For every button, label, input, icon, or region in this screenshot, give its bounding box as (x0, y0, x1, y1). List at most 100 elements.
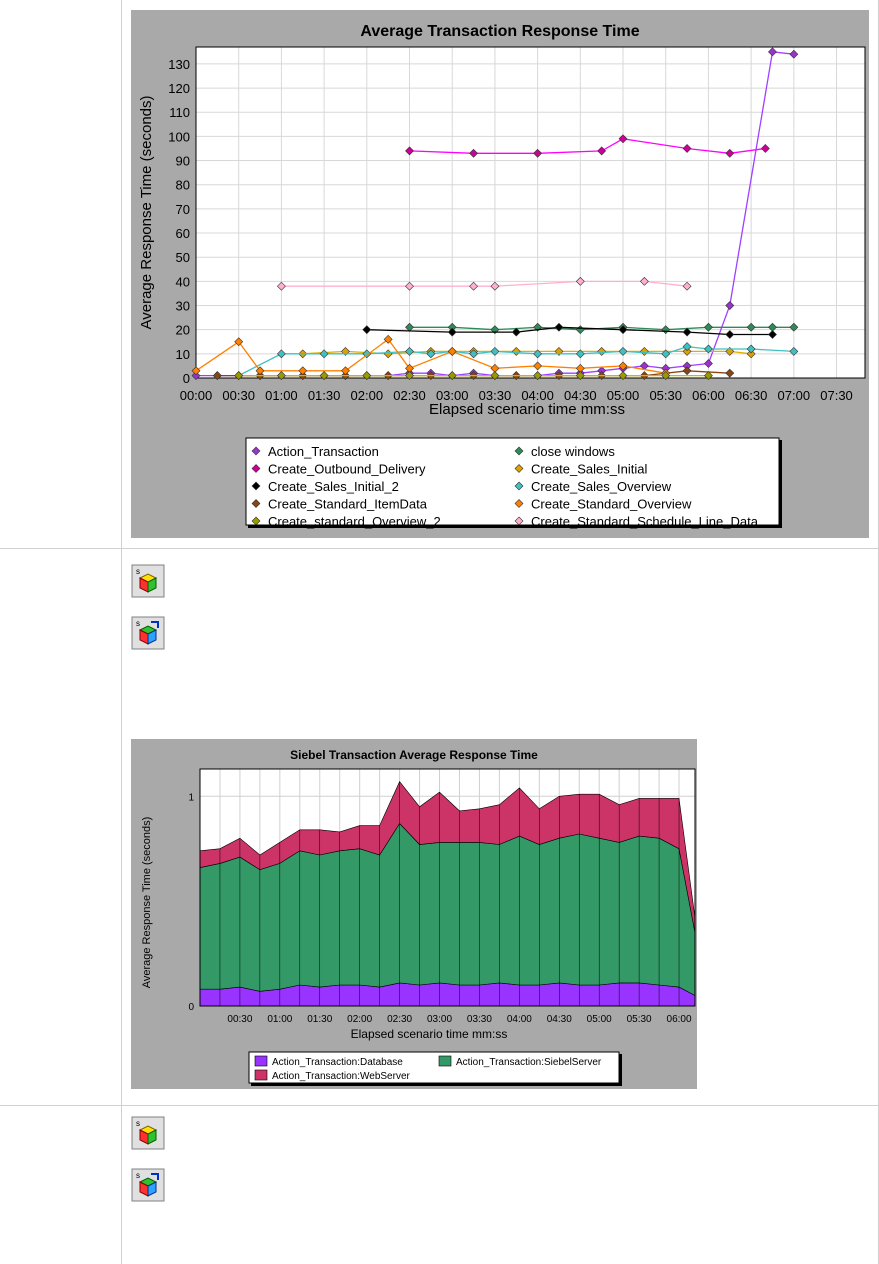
data-point (682, 281, 692, 291)
legend-box (248, 1051, 620, 1084)
data-point (319, 371, 329, 381)
data-point (618, 361, 628, 371)
data-point (469, 281, 478, 291)
legend: Action_Transaction close windows Create_Ou… (245, 437, 782, 529)
x-tick-label: 05:00 (587, 1014, 612, 1025)
data-point (191, 371, 201, 381)
legend-marker (251, 499, 261, 508)
data-point (682, 342, 692, 352)
legend-entry: Create_Outbound_Delivery (268, 462, 426, 477)
plot-border (195, 46, 866, 379)
y-tick-label: 10 (176, 347, 190, 362)
y-tick-label: 1 (188, 792, 194, 803)
data-point (405, 371, 414, 381)
legend-entry: Create_Standard_Overview (531, 497, 692, 512)
chart-title: Average Transaction Response Time (360, 23, 639, 40)
siebel-diagnostics-icon[interactable]: s (131, 1116, 165, 1150)
legend-marker (251, 464, 261, 473)
y-tick-label: 30 (176, 299, 190, 314)
y-tick-label: 50 (176, 250, 190, 265)
legend-entry: Action_Transaction:Database (272, 1057, 403, 1068)
svg-text:s: s (136, 1119, 140, 1128)
data-point (405, 346, 414, 356)
x-tick-label: 00:30 (227, 1014, 252, 1025)
data-point (383, 334, 393, 344)
x-tick-label: 04:30 (547, 1014, 572, 1025)
table-row-divider (0, 548, 879, 549)
chart2-svg: Siebel Transaction Average Response Time… (141, 748, 696, 1086)
chart-title: Siebel Transaction Average Response Time (290, 748, 538, 762)
x-tick-label: 07:00 (778, 388, 811, 403)
x-tick-label: 04:00 (507, 1014, 532, 1025)
data-point (639, 346, 649, 356)
legend-marker (251, 481, 261, 491)
data-point (234, 371, 244, 381)
data-point (490, 371, 500, 381)
data-point (682, 346, 692, 356)
data-point (704, 344, 713, 354)
data-point (682, 366, 692, 376)
x-tick-label: 05:00 (607, 388, 640, 403)
data-point (533, 349, 543, 359)
data-point (597, 346, 607, 356)
x-tick-label: 06:00 (692, 388, 725, 403)
x-tick-label: 01:30 (308, 388, 341, 403)
svg-text:s: s (136, 619, 140, 628)
data-point (704, 371, 713, 381)
x-tick-label: 04:30 (564, 388, 597, 403)
data-point (575, 349, 585, 359)
x-tick-label: 00:30 (222, 388, 255, 403)
data-point (511, 327, 521, 337)
data-point (725, 368, 735, 378)
y-tick-label: 130 (168, 57, 190, 72)
siebel-breakdown-icon[interactable]: s (131, 1168, 165, 1202)
siebel-transaction-average-response-time-chart: Siebel Transaction Average Response Time… (131, 739, 697, 1089)
data-point (362, 371, 372, 381)
x-axis-label: Elapsed scenario time mm:ss (429, 401, 625, 418)
data-point (469, 349, 478, 359)
data-point (319, 349, 329, 359)
data-point (597, 146, 607, 156)
data-point (682, 327, 692, 337)
y-tick-label: 120 (168, 81, 190, 96)
data-point (789, 49, 799, 59)
legend-marker (514, 499, 524, 508)
legend-entry: Create_Sales_Overview (531, 479, 672, 494)
y-tick-label: 80 (176, 178, 190, 193)
x-tick-label: 03:00 (427, 1014, 452, 1025)
y-axis-label: Average Response Time (seconds) (138, 95, 155, 329)
table-column-divider (121, 0, 122, 1264)
legend-entry: Create_Standard_Schedule_Line_Data (531, 514, 759, 529)
series-line (366, 326, 773, 336)
svg-text:s: s (136, 567, 140, 576)
y-tick-label: 40 (176, 274, 190, 289)
legend-swatch (438, 1055, 452, 1067)
legend-shadow (779, 440, 782, 528)
data-point (533, 371, 543, 381)
legend-swatch (254, 1055, 268, 1067)
x-axis-label: Elapsed scenario time mm:ss (351, 1027, 508, 1041)
data-point (490, 346, 500, 356)
data-point (768, 330, 777, 339)
data-point (447, 346, 457, 356)
data-point (191, 366, 201, 376)
data-point (618, 371, 628, 381)
legend-box (245, 437, 780, 526)
data-point (554, 322, 564, 332)
data-point (682, 144, 692, 153)
average-transaction-response-time-chart: Average Transaction Response Time 0 10 20 30… (131, 10, 869, 538)
y-tick-label: 90 (176, 154, 190, 169)
series-line (409, 138, 766, 154)
siebel-breakdown-icon[interactable]: s (131, 616, 165, 650)
data-point (618, 325, 628, 335)
legend-shadow (248, 525, 781, 528)
plot-area (195, 46, 866, 379)
data-point (405, 146, 414, 156)
data-point (725, 330, 735, 339)
data-point (426, 349, 436, 359)
data-point (789, 346, 799, 356)
data-point (341, 366, 350, 376)
siebel-diagnostics-icon[interactable]: s (131, 564, 165, 598)
table-row-divider (0, 1105, 879, 1106)
data-point (362, 325, 372, 335)
